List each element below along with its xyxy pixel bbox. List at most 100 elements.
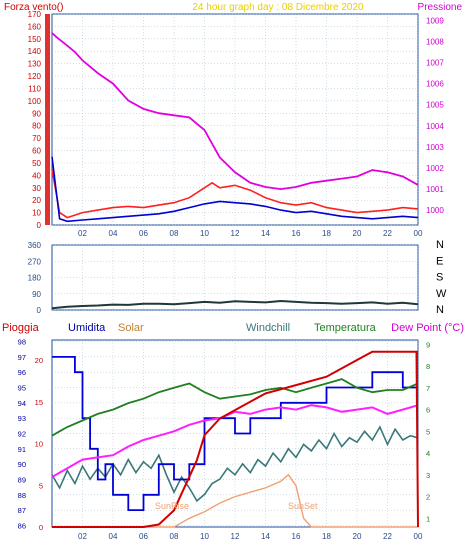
wind-tick-15: 150 <box>28 35 42 44</box>
legend-dew-point: Dew Point (°C) <box>391 322 464 334</box>
time-tick-1: 04 <box>109 532 118 541</box>
rain-tick-2: 10 <box>35 440 43 449</box>
wind-direction-line <box>51 299 419 310</box>
time-tick-8: 18 <box>322 532 331 541</box>
wind-tick-7: 70 <box>32 134 41 143</box>
time-tick-11: 00 <box>414 532 423 541</box>
humidity-tick-12: 98 <box>18 338 26 347</box>
time-tick-2: 06 <box>139 532 148 541</box>
left-red-bar <box>45 14 50 225</box>
temperature-tick-0: 1 <box>426 514 430 523</box>
wind-average-line <box>51 156 419 223</box>
solar-line <box>52 473 418 528</box>
temperature-tick-5: 6 <box>426 406 430 415</box>
pressure-tick-8: 1008 <box>426 37 444 46</box>
humidity-tick-3: 89 <box>18 476 26 485</box>
wind-pressure-grid <box>52 13 419 226</box>
wind-pressure-series <box>51 32 419 223</box>
humidity-tick-8: 94 <box>18 399 26 408</box>
wind-tick-3: 30 <box>32 184 41 193</box>
wind-speed-axis: 0 10 20 30 40 50 60 70 80 90 100 110 120 130 140 150 160… <box>28 10 42 230</box>
legend-solar: Solar <box>118 322 144 334</box>
pressure-line <box>51 32 419 191</box>
legend-windchill: Windchill <box>246 322 290 334</box>
humidity-tick-5: 91 <box>18 445 26 454</box>
degree-tick-4: 360 <box>28 241 42 250</box>
degree-tick-2: 180 <box>28 274 42 283</box>
wind-tick-10: 100 <box>28 97 42 106</box>
pressure-tick-1: 1001 <box>426 185 444 194</box>
wind-tick-12: 120 <box>28 72 42 81</box>
rain-tick-3: 15 <box>35 398 43 407</box>
sunset-label: SunSet <box>288 501 318 511</box>
pressure-tick-0: 1000 <box>426 206 444 215</box>
time-axis-bottom: 02 04 06 08 10 12 14 16 18 20 22 00 <box>78 532 423 541</box>
time-tick-1: 04 <box>109 229 118 238</box>
time-tick-9: 20 <box>353 229 362 238</box>
time-tick-6: 14 <box>261 532 270 541</box>
pressure-tick-5: 1005 <box>426 101 444 110</box>
degree-tick-3: 270 <box>28 257 42 266</box>
humidity-tick-1: 87 <box>18 506 26 515</box>
pressure-label: Pressione <box>418 2 463 13</box>
degree-tick-0: 0 <box>37 306 42 315</box>
wind-gust-line <box>51 168 419 219</box>
legend-umidita: Umidita <box>68 322 106 334</box>
humidity-axis: 86 87 88 89 90 91 92 93 94 95 96 97 98 <box>18 338 26 531</box>
time-tick-6: 14 <box>261 229 270 238</box>
temperature-tick-7: 8 <box>426 362 430 371</box>
wind-tick-5: 50 <box>32 159 41 168</box>
time-tick-2: 06 <box>139 229 148 238</box>
wind-tick-4: 40 <box>32 171 41 180</box>
wind-tick-6: 60 <box>32 147 41 156</box>
time-tick-11: 00 <box>414 229 423 238</box>
legend-pioggia: Pioggia <box>2 322 40 334</box>
time-tick-8: 18 <box>322 229 331 238</box>
humidity-tick-9: 95 <box>18 384 26 393</box>
temperature-line <box>51 378 419 437</box>
time-tick-3: 08 <box>170 532 179 541</box>
rain-tick-4: 20 <box>35 356 43 365</box>
temperature-tick-3: 4 <box>426 449 430 458</box>
degree-tick-1: 90 <box>32 290 41 299</box>
wind-tick-13: 130 <box>28 60 42 69</box>
pressure-tick-3: 1003 <box>426 143 444 152</box>
wind-tick-16: 160 <box>28 22 42 31</box>
humidity-temperature-series <box>51 350 419 528</box>
humidity-tick-0: 86 <box>18 522 26 531</box>
humidity-tick-2: 88 <box>18 491 26 500</box>
temperature-axis: 1 2 3 4 5 6 7 8 9 <box>426 340 430 523</box>
pressure-tick-9: 1009 <box>426 16 444 25</box>
time-tick-7: 16 <box>292 229 301 238</box>
time-tick-5: 12 <box>231 532 240 541</box>
sunrise-label: SunRise <box>155 501 189 511</box>
humidity-tick-11: 97 <box>18 353 26 362</box>
wind-tick-14: 140 <box>28 47 42 56</box>
compass-tick-0: N <box>436 304 444 316</box>
humidity-tick-6: 92 <box>18 430 26 439</box>
time-tick-4: 10 <box>200 229 209 238</box>
rain-line <box>52 350 419 528</box>
humidity-line <box>52 355 418 512</box>
temperature-tick-4: 5 <box>426 427 430 436</box>
time-tick-0: 02 <box>78 532 87 541</box>
wind-degree-axis: 0 90 180 270 360 <box>28 241 42 315</box>
rain-axis: 0 5 10 15 20 <box>35 356 43 532</box>
time-tick-4: 10 <box>200 532 209 541</box>
temperature-tick-2: 3 <box>426 471 430 480</box>
compass-tick-3: E <box>436 255 443 267</box>
pressure-tick-7: 1007 <box>426 59 444 68</box>
wind-speed-label: Forza vento() <box>4 2 63 13</box>
pressure-tick-2: 1002 <box>426 164 444 173</box>
legend-temperatura: Temperatura <box>314 322 377 334</box>
wind-pressure-chart: 0102030405060708090100110120130140150160… <box>4 2 462 238</box>
time-axis-top: 02 04 06 08 10 12 14 16 18 20 22 00 <box>78 229 423 238</box>
time-tick-5: 12 <box>231 229 240 238</box>
compass-tick-1: W <box>436 288 447 300</box>
time-tick-9: 20 <box>353 532 362 541</box>
wind-tick-1: 10 <box>32 209 41 218</box>
time-tick-3: 08 <box>170 229 179 238</box>
wind-tick-2: 20 <box>32 196 41 205</box>
